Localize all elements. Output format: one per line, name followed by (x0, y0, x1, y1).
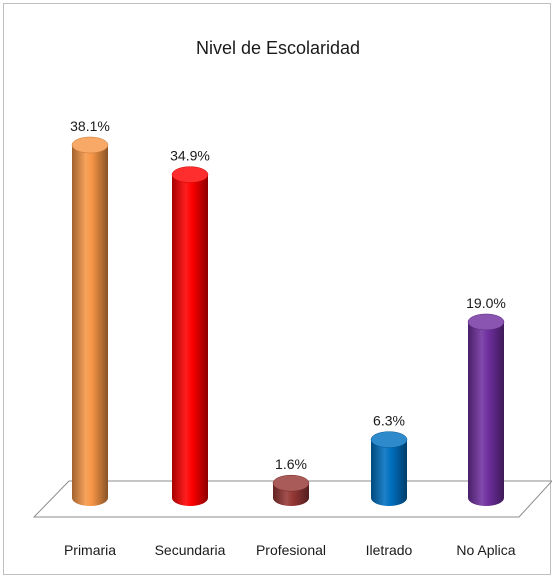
value-label-profesional: 1.6% (275, 456, 307, 472)
bar-top (370, 431, 408, 448)
bar-body (172, 174, 208, 506)
category-label-profesional: Profesional (256, 542, 326, 558)
bars-layer (71, 136, 505, 506)
bar-top (71, 136, 109, 154)
value-label-no-aplica: 19.0% (466, 295, 506, 311)
bar-primaria (71, 136, 109, 506)
category-label-secundaria: Secundaria (155, 542, 226, 558)
value-label-secundaria: 34.9% (170, 148, 210, 164)
value-labels: 38.1% 34.9% 1.6% 6.3% 19.0% (70, 118, 506, 472)
value-label-primaria: 38.1% (70, 118, 110, 134)
chart-svg: Nivel de Escolaridad 38.1% 34.9% 1.6% 6.3% 1… (32, 38, 552, 558)
bar-profesional (272, 474, 310, 506)
bar-no-aplica (467, 313, 505, 506)
bar-top (171, 166, 209, 183)
category-labels: Primaria Secundaria Profesional Iletrado No … (64, 542, 516, 558)
value-label-iletrado: 6.3% (373, 413, 405, 429)
bar-top (467, 313, 505, 331)
bar-body (371, 439, 407, 506)
category-label-primaria: Primaria (64, 542, 116, 558)
bar-body (468, 321, 504, 506)
bar-body (72, 145, 108, 506)
bar-top (272, 474, 310, 492)
category-label-no-aplica: No Aplica (456, 542, 515, 558)
bar-secundaria (171, 166, 209, 506)
category-label-iletrado: Iletrado (366, 542, 413, 558)
chart-title: Nivel de Escolaridad (196, 38, 360, 58)
chart-frame: Nivel de Escolaridad 38.1% 34.9% 1.6% 6.3% 1… (3, 3, 552, 575)
bar-iletrado (370, 431, 408, 506)
